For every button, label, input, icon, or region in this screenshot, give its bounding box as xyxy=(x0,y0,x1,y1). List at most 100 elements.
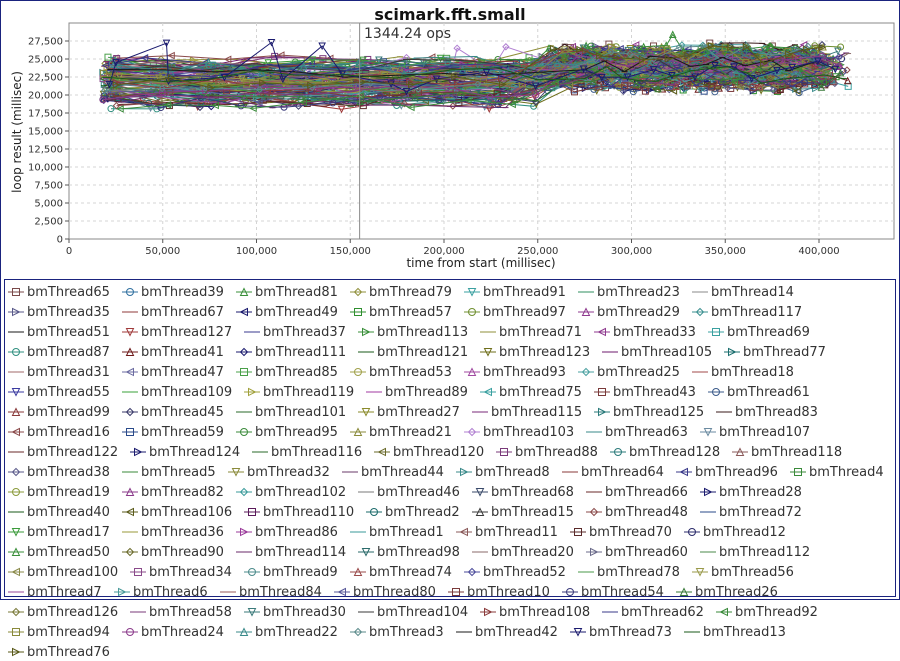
legend-swatch-icon xyxy=(732,447,748,456)
legend-label: bmThread112 xyxy=(719,544,811,560)
legend-label: bmThread114 xyxy=(255,544,347,560)
series-marker xyxy=(818,52,826,60)
legend-swatch-icon xyxy=(350,627,366,637)
series-marker xyxy=(406,78,414,86)
legend-label: bmThread65 xyxy=(27,284,110,300)
series-marker xyxy=(108,73,116,81)
series-marker xyxy=(575,51,583,59)
series-marker xyxy=(453,44,461,52)
legend-label: bmThread86 xyxy=(255,524,338,540)
legend-item: bmThread51 xyxy=(8,323,110,341)
series-marker xyxy=(353,567,363,576)
legend-label: bmThread93 xyxy=(483,364,566,380)
series-marker xyxy=(338,70,347,79)
series-marker xyxy=(607,48,615,56)
legend-swatch-icon xyxy=(8,307,24,317)
legend-label: bmThread23 xyxy=(597,284,680,300)
legend-item: bmThread19 xyxy=(8,483,110,501)
legend-swatch-icon xyxy=(236,551,252,553)
series-line xyxy=(110,72,833,99)
series-marker xyxy=(502,43,510,51)
legend-swatch-icon xyxy=(236,527,252,537)
series-marker xyxy=(11,567,20,577)
legend-swatch-icon xyxy=(122,471,138,473)
x-tick-label: 50,000 xyxy=(145,246,180,257)
series-marker xyxy=(398,63,406,72)
series-marker xyxy=(574,528,582,536)
series-marker xyxy=(755,83,764,92)
legend-label: bmThread42 xyxy=(475,624,558,640)
series-marker xyxy=(822,69,830,77)
legend-item: bmThread24 xyxy=(122,623,224,641)
series-marker xyxy=(816,65,824,73)
series-marker xyxy=(639,42,648,51)
series-marker xyxy=(112,59,120,67)
series-marker xyxy=(590,65,598,74)
legend-item: bmThread80 xyxy=(334,583,436,601)
series-line xyxy=(118,47,839,72)
legend-label: bmThread89 xyxy=(385,384,468,400)
series-marker xyxy=(463,96,472,104)
series-marker xyxy=(757,72,766,81)
series-marker xyxy=(157,104,165,112)
legend-swatch-icon xyxy=(122,428,138,436)
series-marker xyxy=(711,61,719,70)
legend-label: bmThread116 xyxy=(271,444,363,460)
series-marker xyxy=(237,102,245,110)
series-marker xyxy=(576,45,584,54)
series-marker xyxy=(576,70,585,79)
legend-label: bmThread105 xyxy=(621,344,713,360)
legend-swatch-icon xyxy=(122,367,138,377)
legend-item: bmThread115 xyxy=(472,403,582,421)
legend-item: bmThread37 xyxy=(244,323,346,341)
series-marker xyxy=(213,67,221,76)
y-tick-label: 17,500 xyxy=(28,109,63,120)
series-marker xyxy=(499,80,507,89)
legend-item: bmThread65 xyxy=(8,283,110,301)
series-marker xyxy=(452,588,460,596)
series-marker xyxy=(623,73,632,82)
legend-label: bmThread62 xyxy=(621,604,704,620)
legend-label: bmThread60 xyxy=(605,544,688,560)
x-axis-label: time from start (millisec) xyxy=(406,256,555,270)
series-marker xyxy=(307,81,315,90)
legend-label: bmThread7 xyxy=(27,584,102,600)
legend-swatch-icon xyxy=(366,508,382,516)
legend-swatch-icon xyxy=(358,548,374,557)
legend-swatch-icon xyxy=(692,371,708,373)
series-marker xyxy=(571,60,579,69)
legend-label: bmThread88 xyxy=(515,444,598,460)
legend-swatch-icon xyxy=(724,347,740,357)
legend-swatch-icon xyxy=(366,391,382,393)
series-marker xyxy=(254,98,263,107)
x-tick-label: 150,000 xyxy=(330,246,371,257)
series-bmThread92 xyxy=(116,62,827,113)
series-marker xyxy=(794,55,802,63)
legend-label: bmThread58 xyxy=(149,604,232,620)
legend-item: bmThread79 xyxy=(350,283,452,301)
legend-item: bmThread95 xyxy=(236,423,338,441)
series-marker xyxy=(125,347,135,356)
series-marker xyxy=(240,527,249,537)
legend-label: bmThread94 xyxy=(27,624,110,640)
x-tick-label: 100,000 xyxy=(236,246,277,257)
legend-label: bmThread95 xyxy=(255,424,338,440)
legend-swatch-icon xyxy=(586,431,602,433)
series-marker xyxy=(113,55,121,63)
legend-label: bmThread81 xyxy=(255,284,338,300)
ops-annotation: 1344.24 ops xyxy=(364,26,451,42)
series-marker xyxy=(596,52,604,60)
legend-item: bmThread97 xyxy=(464,303,566,321)
legend-label: bmThread14 xyxy=(711,284,794,300)
series-marker xyxy=(457,88,465,96)
legend-item: bmThread16 xyxy=(8,423,110,441)
legend-item: bmThread7 xyxy=(8,583,102,601)
legend-item: bmThread59 xyxy=(122,423,224,441)
legend-swatch-icon xyxy=(676,467,692,477)
legend-swatch-icon xyxy=(228,468,244,477)
series-marker xyxy=(308,56,317,65)
legend-label: bmThread127 xyxy=(141,324,233,340)
legend-swatch-icon xyxy=(350,567,366,576)
series-marker xyxy=(486,93,494,101)
legend-swatch-icon xyxy=(602,611,618,613)
